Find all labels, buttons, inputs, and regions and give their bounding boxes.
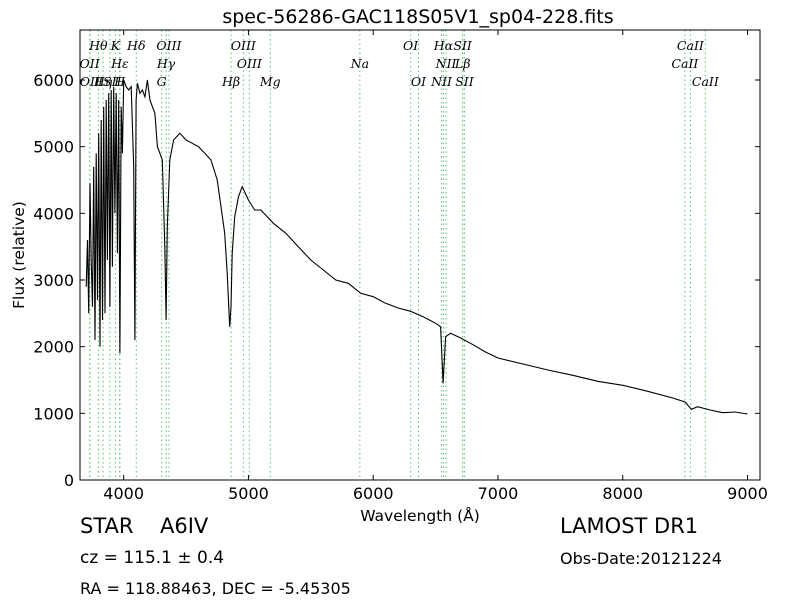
x-axis-ticks: 4000 5000 6000 7000 8000 9000 [103, 30, 768, 503]
line-label: G [157, 74, 167, 89]
line-label: Hβ [221, 74, 240, 89]
line-label: CaII [671, 56, 699, 71]
line-label: OIII [231, 38, 257, 53]
line-label: OIII [237, 56, 263, 71]
plot-frame [79, 29, 761, 481]
x-axis-title: Wavelength (Å) [360, 506, 480, 525]
line-label: OIII [156, 38, 182, 53]
x-tick-label: 8000 [602, 484, 643, 503]
spectrum-line [85, 79, 748, 415]
line-label: ISII [97, 74, 122, 89]
line-label: Hδ [126, 38, 145, 53]
line-label: Hθ [88, 38, 108, 53]
object-class-label: STAR [80, 514, 134, 538]
y-tick-label: 3000 [33, 271, 74, 290]
chart-title: spec-56286-GAC118S05V1_sp04-228.fits [222, 6, 613, 28]
line-label: K [110, 38, 121, 53]
line-label: Na [350, 56, 369, 71]
y-axis-title: Flux (relative) [10, 201, 28, 309]
line-label: OI [403, 38, 419, 53]
survey-label: LAMOST DR1 [560, 514, 699, 538]
redshift-label: cz = 115.1 ± 0.4 [80, 548, 225, 568]
x-tick-label: 6000 [353, 484, 394, 503]
line-label: NII [435, 56, 458, 71]
line-markers [89, 30, 706, 480]
x-tick-label: 5000 [228, 484, 269, 503]
y-tick-label: 5000 [33, 138, 74, 157]
line-label: Hα [433, 38, 454, 53]
y-tick-label: 4000 [33, 204, 74, 223]
line-label: CaII [692, 74, 720, 89]
y-axis-ticks: 0 1000 2000 3000 4000 5000 6000 [33, 71, 760, 490]
line-label: Hγ [156, 56, 176, 71]
line-label: Mg [259, 74, 281, 89]
line-label: SII [455, 74, 475, 89]
line-label: OI [411, 74, 427, 89]
x-tick-label: 9000 [727, 484, 768, 503]
line-label: Hε [110, 56, 129, 71]
line-label: H [113, 74, 126, 89]
coordinates-label: RA = 118.88463, DEC = -5.45305 [80, 579, 351, 598]
subclass-label: A6IV [160, 514, 209, 538]
line-label: OII [80, 74, 101, 89]
obs-date-label: Obs-Date:20121224 [560, 549, 722, 568]
line-label: CaII [677, 38, 705, 53]
y-tick-label: 1000 [33, 404, 74, 423]
y-tick-label: 6000 [33, 71, 74, 90]
y-tick-label: 0 [64, 471, 74, 490]
x-tick-label: 4000 [103, 484, 144, 503]
line-label: SII [453, 38, 473, 53]
line-label: OII [80, 56, 101, 71]
line-label: NII [430, 74, 453, 89]
x-tick-label: 7000 [478, 484, 519, 503]
y-tick-label: 2000 [33, 338, 74, 357]
line-label: Lβ [454, 56, 471, 71]
line-label: Hη [93, 74, 113, 89]
